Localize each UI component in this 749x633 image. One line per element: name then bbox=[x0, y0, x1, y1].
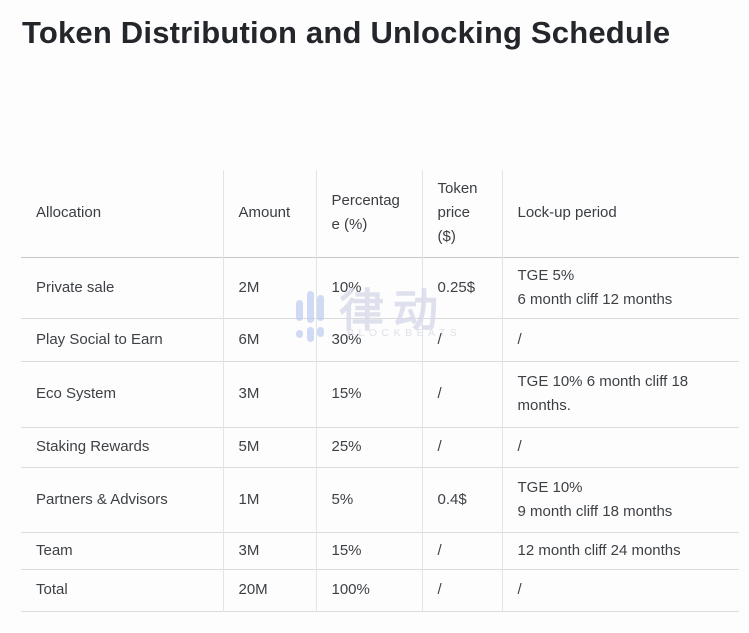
cell-lockup-period: / bbox=[517, 581, 522, 598]
column-header-token-price: Token price ($) bbox=[422, 170, 503, 257]
table-row-team: Team 3M 15% / 12 month cliff 24 months bbox=[21, 532, 739, 569]
cell-lockup-period: TGE 5% 6 month cliff 12 months bbox=[517, 266, 673, 308]
cell-allocation: Team bbox=[21, 532, 224, 569]
cell-percentage: 30% bbox=[316, 318, 423, 361]
cell-lockup-period: 12 month cliff 24 months bbox=[517, 541, 681, 559]
cell-allocation: Staking Rewards bbox=[21, 427, 224, 467]
cell-percentage: 10% bbox=[316, 257, 423, 318]
table-header-row: Allocation Amount Percentage (%) Token p… bbox=[21, 170, 739, 257]
cell-amount: 20M bbox=[223, 569, 317, 611]
column-header-allocation: Allocation bbox=[21, 170, 224, 257]
table-row-partners-advisors: Partners & Advisors 1M 5% 0.4$ TGE 10% 9… bbox=[21, 467, 739, 532]
cell-percentage: 25% bbox=[316, 427, 423, 467]
column-header-lockup-period: Lock-up period bbox=[517, 204, 617, 222]
cell-token-price: 0.4$ bbox=[422, 467, 503, 532]
cell-allocation: Eco System bbox=[21, 361, 224, 427]
cell-token-price: / bbox=[422, 532, 503, 569]
cell-token-price: / bbox=[422, 361, 503, 427]
page-title: Token Distribution and Unlocking Schedul… bbox=[22, 15, 671, 50]
cell-allocation: Total bbox=[21, 569, 224, 611]
cell-token-price: / bbox=[422, 427, 503, 467]
cell-lockup-period: TGE 10% 6 month cliff 18 months. bbox=[517, 373, 689, 414]
column-header-amount: Amount bbox=[223, 170, 317, 257]
cell-lockup-period: TGE 10% 9 month cliff 18 months bbox=[517, 478, 673, 520]
cell-percentage: 15% bbox=[316, 361, 423, 427]
cell-percentage: 5% bbox=[316, 467, 423, 532]
table-row-eco-system: Eco System 3M 15% / TGE 10% 6 month clif… bbox=[21, 361, 739, 427]
cell-allocation: Play Social to Earn bbox=[21, 318, 224, 361]
cell-allocation: Private sale bbox=[21, 257, 224, 318]
cell-lockup-period: / bbox=[517, 438, 522, 455]
cell-allocation: Partners & Advisors bbox=[21, 467, 224, 532]
cell-amount: 5M bbox=[223, 427, 317, 467]
table-row-play-social: Play Social to Earn 6M 30% / / bbox=[21, 318, 739, 361]
cell-amount: 1M bbox=[223, 467, 317, 532]
cell-amount: 2M bbox=[223, 257, 317, 318]
cell-token-price: / bbox=[422, 318, 503, 361]
cell-amount: 3M bbox=[223, 532, 317, 569]
cell-token-price: 0.25$ bbox=[422, 257, 503, 318]
cell-amount: 6M bbox=[223, 318, 317, 361]
table-row-total: Total 20M 100% / / bbox=[21, 569, 739, 611]
cell-amount: 3M bbox=[223, 361, 317, 427]
cell-percentage: 15% bbox=[316, 532, 423, 569]
cell-percentage: 100% bbox=[316, 569, 423, 611]
column-header-percentage: Percentage (%) bbox=[316, 170, 423, 257]
cell-token-price: / bbox=[422, 569, 503, 611]
token-distribution-table: Allocation Amount Percentage (%) Token p… bbox=[21, 170, 739, 612]
table-row-private-sale: Private sale 2M 10% 0.25$ TGE 5% 6 month… bbox=[21, 257, 739, 318]
cell-lockup-period: / bbox=[517, 330, 522, 348]
table-row-staking-rewards: Staking Rewards 5M 25% / / bbox=[21, 427, 739, 467]
